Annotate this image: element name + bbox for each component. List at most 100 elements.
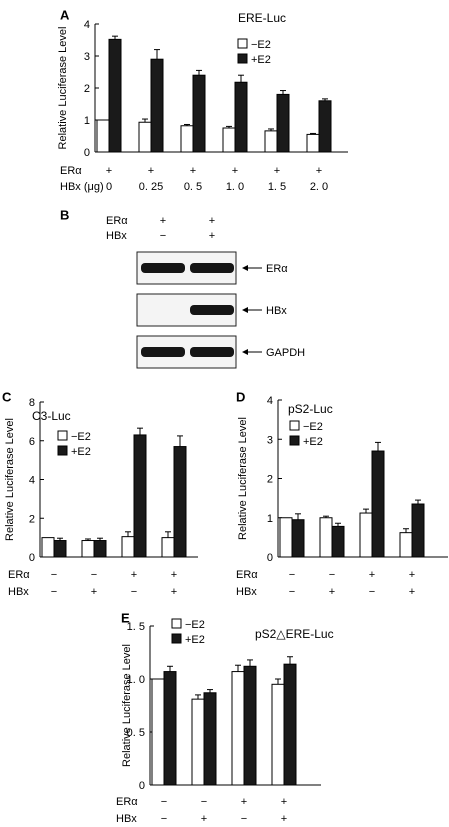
condition-value: + [241, 796, 247, 808]
y-tick-label: 4 [29, 475, 35, 487]
condition-value: + [201, 813, 207, 825]
bar [41, 537, 55, 558]
condition-value: 0 [106, 181, 112, 193]
bar [180, 125, 194, 153]
y-tick-label: 0 [139, 780, 145, 792]
y-tick-label: 0. 5 [127, 727, 145, 739]
chart-title: C3-Luc [32, 409, 71, 423]
y-tick-label: 0 [84, 147, 90, 159]
blot-band-label: ERα [266, 263, 288, 275]
y-tick-label: 6 [29, 436, 35, 448]
bar [306, 133, 320, 153]
condition-value: − [51, 569, 57, 581]
chart-panel-e [149, 618, 321, 786]
condition-value: − [201, 796, 207, 808]
condition-value: 0. 25 [139, 181, 163, 193]
blot-header-label: HBx [106, 230, 127, 242]
blot-band-label: GAPDH [266, 347, 305, 359]
condition-value: 1. 0 [226, 181, 244, 193]
condition-row-label: HBx [116, 813, 137, 825]
condition-row-label: HBx [236, 586, 257, 598]
condition-value: + [369, 569, 375, 581]
legend-entry: +E2 [71, 446, 91, 458]
bar [133, 434, 147, 558]
condition-value: + [274, 165, 280, 177]
condition-value: 0. 5 [184, 181, 202, 193]
condition-value: + [316, 165, 322, 177]
condition-row-label: ERα [236, 569, 258, 581]
legend-swatch [237, 53, 248, 64]
condition-value: + [171, 569, 177, 581]
condition-value: − [369, 586, 375, 598]
chart-title: pS2△ERE-Luc [255, 627, 334, 641]
condition-value: − [161, 796, 167, 808]
bar [203, 692, 217, 786]
y-tick-label: 3 [84, 51, 90, 63]
protein-band [141, 347, 185, 357]
legend-entry: −E2 [185, 619, 205, 631]
bar [276, 93, 290, 153]
legend-swatch [171, 618, 182, 629]
protein-band [190, 347, 234, 357]
condition-value: − [91, 569, 97, 581]
condition-value: − [289, 569, 295, 581]
bar [173, 446, 187, 558]
condition-value: 1. 5 [268, 181, 286, 193]
bar [53, 540, 67, 558]
blot-lane-sign: + [160, 215, 166, 227]
arrow-head [242, 307, 248, 313]
y-axis-label: Relative Luciferase Level [121, 644, 133, 767]
condition-value: + [329, 586, 335, 598]
condition-value: − [329, 569, 335, 581]
bar [231, 671, 245, 786]
protein-band [141, 263, 185, 273]
y-tick-label: 0 [29, 552, 35, 564]
bar [191, 698, 205, 786]
condition-value: + [148, 165, 154, 177]
blot-band-label: HBx [266, 305, 287, 317]
condition-value: + [106, 165, 112, 177]
y-tick-label: 4 [267, 395, 273, 407]
y-axis-label: Relative Luciferase Level [57, 27, 69, 150]
bar [161, 537, 175, 558]
protein-band [190, 305, 234, 315]
y-tick-label: 2 [29, 513, 35, 525]
condition-value: + [91, 586, 97, 598]
bar [151, 678, 165, 786]
y-tick-label: 2 [84, 83, 90, 95]
bar [81, 540, 95, 558]
y-tick-label: 1. 5 [127, 621, 145, 633]
bar [138, 121, 152, 153]
chart-panel-d [277, 399, 448, 558]
condition-value: + [232, 165, 238, 177]
legend-swatch [171, 633, 182, 644]
bar [291, 519, 305, 558]
arrow-head [242, 349, 248, 355]
bar [331, 525, 345, 558]
blot-lane-sign: + [209, 230, 215, 242]
condition-value: − [289, 586, 295, 598]
legend-entry: −E2 [251, 39, 271, 51]
bar [359, 512, 373, 558]
condition-value: − [51, 586, 57, 598]
condition-row-label: ERα [116, 796, 138, 808]
bar [279, 517, 293, 558]
condition-value: + [171, 586, 177, 598]
bar [108, 38, 122, 153]
panel-letter-e: E [121, 611, 130, 626]
bar [150, 58, 164, 153]
legend-swatch [57, 445, 68, 456]
y-tick-label: 4 [84, 19, 90, 31]
bar [318, 100, 332, 153]
chart-title: pS2-Luc [288, 402, 333, 416]
blot-lane-sign: − [160, 230, 166, 242]
condition-value: − [161, 813, 167, 825]
condition-value: + [281, 796, 287, 808]
blot-header-label: ERα [106, 215, 128, 227]
legend-entry: +E2 [185, 634, 205, 646]
legend-entry: −E2 [303, 421, 323, 433]
condition-value: + [409, 569, 415, 581]
legend-swatch [289, 420, 300, 431]
bar [222, 127, 236, 153]
